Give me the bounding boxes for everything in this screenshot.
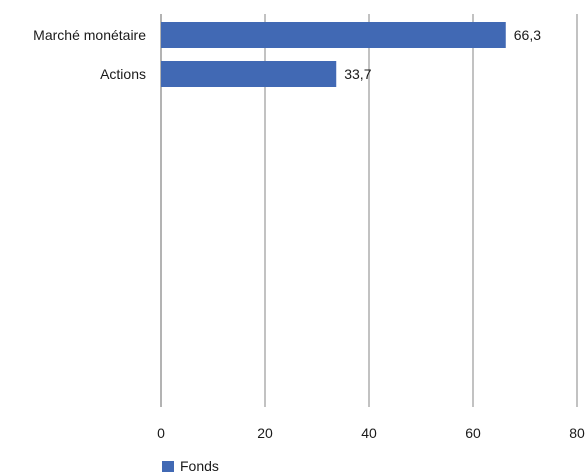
category-label-0: Marché monétaire: [33, 27, 146, 43]
bar-0: [161, 22, 506, 48]
x-tick-label-0: 0: [157, 425, 165, 441]
data-labels: 66,3 33,7: [344, 27, 541, 82]
category-label-1: Actions: [100, 66, 146, 82]
legend-swatch: [162, 461, 174, 472]
data-label-0: 66,3: [514, 27, 541, 43]
x-tick-label-60: 60: [465, 425, 481, 441]
legend-label: Fonds: [180, 458, 219, 474]
category-labels: Marché monétaire Actions: [33, 27, 146, 82]
x-tick-label-40: 40: [361, 425, 377, 441]
x-axis-ticks: 0 20 40 60 80: [157, 425, 585, 441]
bars: [161, 22, 506, 87]
bar-1: [161, 61, 337, 87]
x-tick-label-80: 80: [569, 425, 585, 441]
legend: Fonds: [162, 458, 219, 474]
x-tick-label-20: 20: [257, 425, 273, 441]
data-label-1: 33,7: [344, 66, 371, 82]
